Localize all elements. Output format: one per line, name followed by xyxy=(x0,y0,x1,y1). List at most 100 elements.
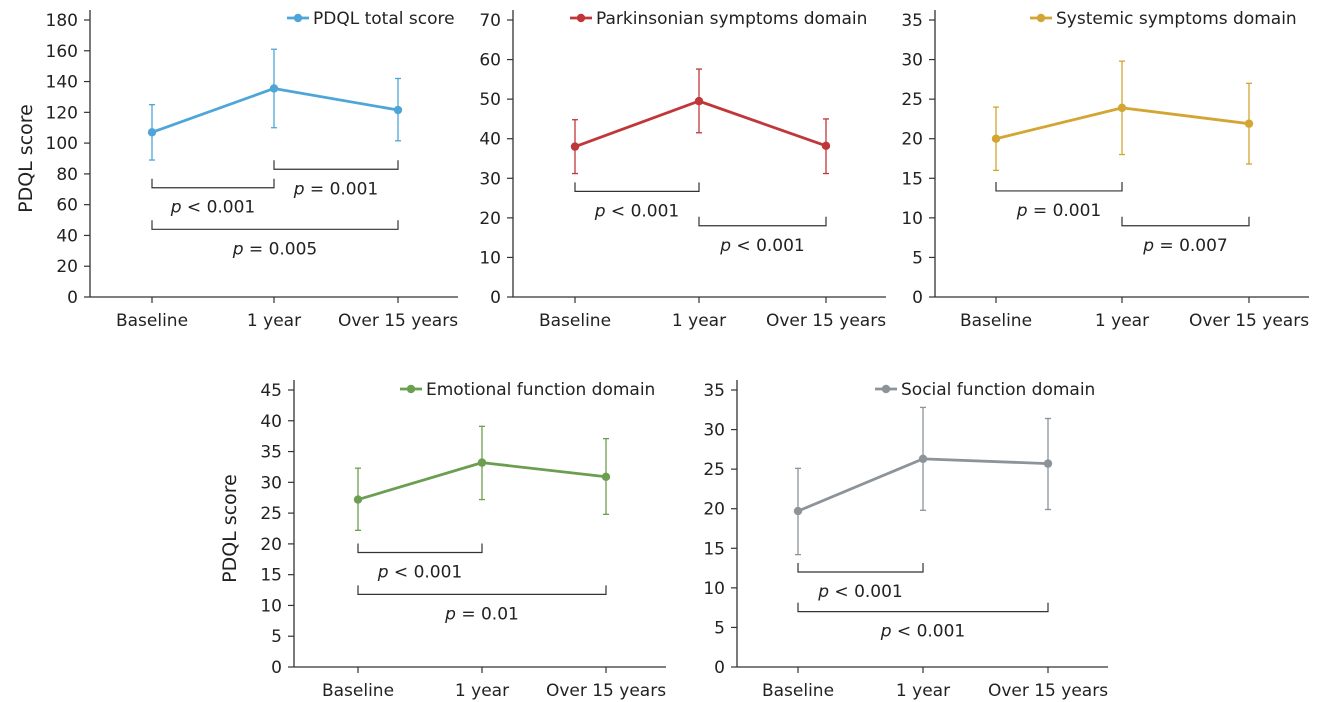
bracket-line xyxy=(357,585,607,595)
y-tick-label: 40 xyxy=(56,226,78,246)
x-tick-label: Over 15 years xyxy=(988,681,1108,701)
y-tick-label: 5 xyxy=(271,627,282,647)
y-tick-label: 40 xyxy=(260,412,282,432)
bracket-line xyxy=(995,181,1123,192)
y-tick-label: 10 xyxy=(479,248,501,268)
significance-bracket: p = 0.001 xyxy=(995,181,1123,221)
legend-marker xyxy=(293,13,303,23)
p-symbol: p xyxy=(880,622,892,642)
x-tick-label: Over 15 years xyxy=(766,311,886,331)
legend-marker xyxy=(1036,13,1046,23)
bracket-line xyxy=(151,178,275,189)
x-tick-label: Baseline xyxy=(322,681,394,701)
y-tick-label: 180 xyxy=(46,11,78,31)
p-value-label: p < 0.001 xyxy=(170,198,256,218)
y-tick-label: 25 xyxy=(260,504,282,524)
significance-bracket: p = 0.007 xyxy=(1121,216,1250,256)
y-tick-label: 0 xyxy=(67,288,78,308)
p-value-label: p = 0.001 xyxy=(293,179,379,199)
bracket-line xyxy=(357,543,483,554)
p-value-label: p = 0.01 xyxy=(444,604,519,624)
y-axis-title: PDQL score xyxy=(15,104,37,213)
p-value-text: = 0.001 xyxy=(1028,201,1102,221)
y-tick-label: 0 xyxy=(714,658,725,678)
y-tick-label: 5 xyxy=(714,618,725,638)
legend: PDQL total score xyxy=(287,9,455,29)
p-value-label: p < 0.001 xyxy=(880,622,966,642)
legend: Parkinsonian symptoms domain xyxy=(570,9,867,29)
bracket-line xyxy=(698,216,827,227)
bracket-line xyxy=(151,220,399,230)
legend-marker xyxy=(576,13,586,23)
data-point xyxy=(570,142,580,151)
y-tick-label: 60 xyxy=(479,51,501,71)
y-tick-label: 160 xyxy=(46,42,78,62)
y-tick-label: 25 xyxy=(703,460,725,480)
p-symbol: p xyxy=(170,198,182,218)
legend-label: Emotional function domain xyxy=(426,380,655,400)
y-tick-label: 30 xyxy=(703,421,725,441)
legend: Systemic symptoms domain xyxy=(1030,9,1297,29)
legend-label: Parkinsonian symptoms domain xyxy=(596,9,867,29)
y-tick-label: 0 xyxy=(490,288,501,308)
y-tick-label: 10 xyxy=(703,579,725,599)
chart-panel: 0 5 10 15 20 25 30 35 Baseline 1 year Over 15 year… xyxy=(901,9,1309,331)
y-tick-label: 80 xyxy=(56,165,78,185)
data-point xyxy=(353,495,363,504)
x-tick-label: 1 year xyxy=(455,681,509,701)
significance-bracket: p < 0.001 xyxy=(574,182,700,221)
y-axis-title: PDQL score xyxy=(219,474,241,583)
y-tick-label: 20 xyxy=(56,257,78,277)
p-value-label: p = 0.005 xyxy=(232,239,318,259)
bracket-line xyxy=(797,563,924,573)
data-point xyxy=(1043,459,1053,468)
data-point xyxy=(477,458,487,467)
bracket-line xyxy=(273,160,399,170)
y-tick-label: 120 xyxy=(46,103,78,123)
bracket-line xyxy=(1121,216,1250,227)
p-value-text: = 0.007 xyxy=(1154,236,1228,256)
x-tick-label: Over 15 years xyxy=(1189,311,1309,331)
legend: Emotional function domain xyxy=(400,380,655,400)
y-tick-label: 60 xyxy=(56,196,78,216)
legend-label: PDQL total score xyxy=(313,9,455,29)
p-value-text: = 0.001 xyxy=(305,179,379,199)
x-tick-label: Over 15 years xyxy=(338,311,458,331)
data-point xyxy=(793,506,803,516)
data-point xyxy=(991,134,1001,143)
data-point xyxy=(269,84,279,93)
y-tick-label: 35 xyxy=(901,11,923,31)
y-tick-label: 20 xyxy=(260,535,282,555)
x-tick-label: 1 year xyxy=(896,681,950,701)
chart-panel: 0 5 10 15 20 25 30 35 Baseline 1 year Over 15 year… xyxy=(703,380,1108,701)
chart-panel: 0 20 40 60 80 100 120 140 160 180 Baseline 1 year Ov… xyxy=(15,9,458,331)
y-tick-label: 100 xyxy=(46,134,78,154)
legend-label: Social function domain xyxy=(901,380,1095,400)
p-value-label: p = 0.001 xyxy=(1016,201,1102,221)
y-tick-label: 30 xyxy=(901,51,923,71)
y-tick-label: 15 xyxy=(901,169,923,189)
data-point xyxy=(1244,119,1254,128)
y-tick-label: 15 xyxy=(703,539,725,559)
p-value-text: = 0.005 xyxy=(244,239,318,259)
y-tick-label: 30 xyxy=(260,473,282,493)
p-symbol: p xyxy=(719,236,731,256)
legend-marker xyxy=(881,384,891,394)
significance-bracket: p < 0.001 xyxy=(797,563,924,602)
y-tick-label: 0 xyxy=(912,288,923,308)
significance-bracket: p < 0.001 xyxy=(797,602,1049,642)
p-value-text: < 0.001 xyxy=(389,563,463,583)
data-point xyxy=(147,128,157,137)
p-symbol: p xyxy=(1142,236,1154,256)
p-value-text: < 0.001 xyxy=(731,236,805,256)
p-value-text: = 0.01 xyxy=(456,604,519,624)
p-symbol: p xyxy=(444,604,456,624)
x-tick-label: 1 year xyxy=(247,311,301,331)
p-value-text: < 0.001 xyxy=(892,622,966,642)
x-tick-label: Baseline xyxy=(539,311,611,331)
y-tick-label: 25 xyxy=(901,90,923,110)
data-point xyxy=(601,472,611,481)
p-symbol: p xyxy=(817,582,829,602)
data-point xyxy=(821,141,831,151)
